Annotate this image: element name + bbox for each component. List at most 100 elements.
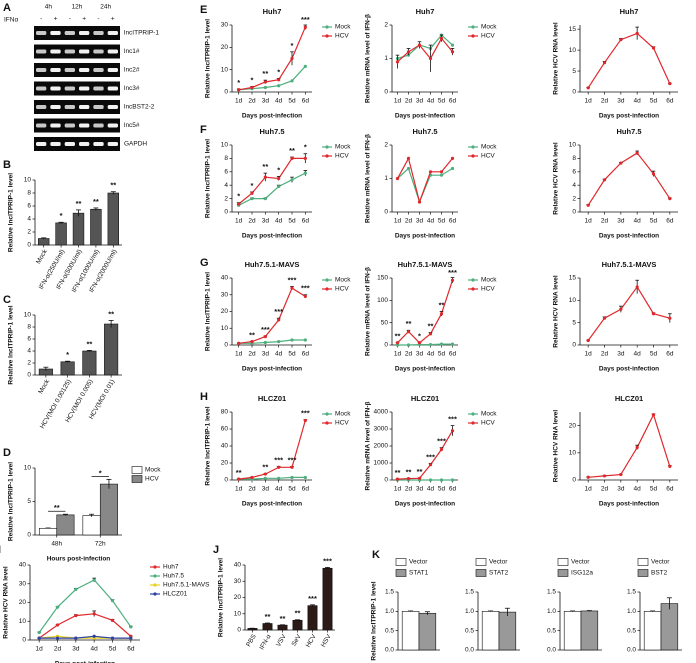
x-tick-label: 6d bbox=[127, 646, 135, 653]
y-tick-label: 5 bbox=[572, 319, 576, 326]
bar bbox=[38, 238, 50, 246]
y-axis-label: Relative lncITPRIP-1 level bbox=[8, 462, 15, 541]
data-point bbox=[129, 625, 133, 629]
series-line bbox=[397, 430, 454, 480]
legend-marker bbox=[325, 25, 329, 29]
panel-letter: B bbox=[3, 159, 11, 171]
data-point bbox=[92, 634, 96, 638]
time-label: 12h bbox=[72, 4, 83, 11]
x-tick-label: 1d bbox=[585, 351, 593, 358]
y-axis-label: Relative lncITPRIP-1 level bbox=[8, 173, 15, 252]
y-tick-label: 2 bbox=[384, 22, 388, 29]
data-point bbox=[395, 341, 400, 345]
data-point bbox=[277, 476, 281, 480]
x-tick-label: 3d bbox=[262, 351, 270, 358]
y-tick-label: 100 bbox=[377, 297, 388, 304]
data-point bbox=[428, 170, 433, 174]
gel-row-label: lnc5# bbox=[124, 122, 140, 129]
bar bbox=[82, 350, 97, 376]
panel-letter: I bbox=[0, 544, 1, 556]
treatment-label: IFNα bbox=[4, 17, 18, 24]
x-tick-label: 5d bbox=[438, 351, 446, 358]
significance-mark: * bbox=[277, 165, 280, 174]
bar bbox=[90, 208, 102, 246]
legend-marker bbox=[471, 412, 475, 416]
legend-label: HCV bbox=[335, 153, 349, 160]
gel-band bbox=[36, 49, 47, 54]
y-tick-label: 150 bbox=[377, 275, 388, 282]
significance-mark: *** bbox=[426, 452, 435, 461]
series-line bbox=[238, 172, 306, 206]
significance-mark: *** bbox=[288, 455, 297, 464]
y-tick-label: 10 bbox=[19, 618, 27, 625]
legend-label: Mock bbox=[481, 144, 497, 151]
y-tick-label: 0.0 bbox=[385, 647, 394, 654]
chart-title: Huh7.5.1-MAVS bbox=[398, 260, 453, 269]
y-tick-label: 1000 bbox=[374, 460, 389, 467]
x-tick-label: 1d bbox=[235, 351, 243, 358]
x-tick-label: 2d bbox=[601, 218, 609, 225]
y-tick-label: 1.5 bbox=[547, 589, 556, 596]
data-point bbox=[263, 197, 267, 201]
data-point bbox=[450, 50, 455, 54]
data-point bbox=[428, 342, 433, 347]
legend-label: Mock bbox=[335, 277, 351, 284]
legend-marker bbox=[471, 145, 475, 149]
series-line bbox=[397, 34, 453, 60]
x-tick-label: 6d bbox=[302, 351, 310, 358]
y-tick-label: 3000 bbox=[374, 426, 389, 433]
gel-band bbox=[64, 68, 75, 72]
x-tick-label: 5d bbox=[438, 218, 446, 225]
significance-mark: *** bbox=[261, 325, 270, 334]
x-axis-label: Days post-infection bbox=[395, 233, 455, 240]
x-tick-label: 3d bbox=[617, 218, 625, 225]
data-point bbox=[303, 475, 307, 480]
x-tick-label: 4d bbox=[275, 98, 283, 105]
bar bbox=[580, 610, 599, 651]
x-tick-label: 1d bbox=[394, 218, 402, 225]
y-tick-label: 2000 bbox=[374, 443, 389, 450]
x-tick-label: 5d bbox=[650, 218, 658, 225]
bar bbox=[82, 515, 101, 536]
y-tick-label: 0 bbox=[237, 627, 241, 634]
gel-band bbox=[107, 105, 118, 109]
data-point bbox=[428, 332, 433, 336]
legend-label: Mock bbox=[335, 411, 351, 418]
significance-mark: ** bbox=[395, 331, 401, 340]
data-point bbox=[668, 464, 672, 468]
x-axis-label: Days post-infection bbox=[242, 113, 302, 120]
gel-band bbox=[79, 86, 90, 91]
y-tick-label: 30 bbox=[234, 578, 242, 585]
data-point bbox=[602, 178, 607, 182]
data-point bbox=[303, 25, 307, 29]
legend-marker bbox=[325, 145, 329, 149]
panel-letter: A bbox=[3, 2, 11, 14]
x-tick-label: 4d bbox=[275, 218, 283, 225]
gel-row-label: GAPDH bbox=[124, 141, 147, 148]
lane-label: + bbox=[82, 16, 86, 23]
data-point bbox=[290, 178, 294, 182]
gel-band bbox=[36, 68, 47, 72]
x-axis-label: Days post-infection bbox=[395, 113, 455, 120]
y-tick-label: 40 bbox=[221, 275, 229, 282]
chart-title: Huh7.5.1-MAVS bbox=[245, 260, 300, 269]
legend-swatch bbox=[557, 558, 569, 566]
y-tick-label: 0 bbox=[224, 342, 228, 349]
data-point bbox=[395, 60, 400, 64]
data-point bbox=[635, 151, 639, 155]
data-point bbox=[439, 173, 444, 177]
gel-row-label: lnc2# bbox=[124, 67, 140, 74]
y-tick-label: 1.5 bbox=[627, 589, 636, 596]
x-tick-label: IFN-α bbox=[258, 633, 272, 651]
y-axis-label: Relative mRNA level of IFN-β bbox=[365, 14, 372, 103]
gel-band bbox=[36, 123, 47, 128]
data-point bbox=[651, 172, 656, 176]
gel-strip bbox=[34, 63, 120, 77]
gel-row-label: lncITPRIP-1 bbox=[124, 30, 159, 37]
bar bbox=[660, 603, 679, 651]
legend-label: Mock bbox=[481, 24, 497, 31]
data-point bbox=[92, 612, 96, 616]
significance-mark: * bbox=[60, 211, 63, 220]
x-tick-label: 1d bbox=[36, 646, 44, 653]
y-tick-label: 10 bbox=[569, 142, 577, 149]
